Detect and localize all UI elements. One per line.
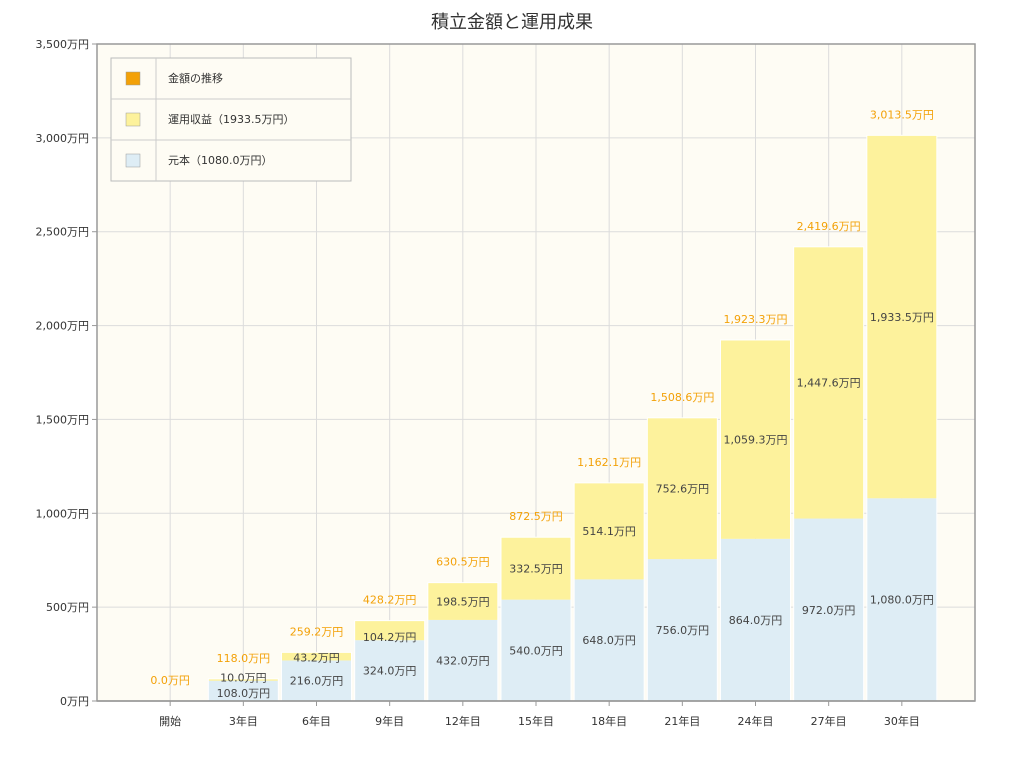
bar-gain [793, 246, 864, 519]
bar-label-total: 428.2万円 [363, 594, 417, 607]
bar-principal [720, 538, 791, 701]
bar-label-principal: 216.0万円 [290, 675, 344, 688]
y-tick-label: 2,500万円 [36, 226, 90, 239]
x-tick-label: 12年目 [445, 714, 481, 728]
y-tick-label: 500万円 [46, 601, 89, 614]
bar-label-total: 3,013.5万円 [870, 108, 934, 121]
bar-principal [354, 640, 425, 701]
bar-label-total: 259.2万円 [290, 625, 344, 638]
x-tick-label: 21年目 [664, 714, 700, 728]
bar-principal [208, 680, 279, 701]
legend-label-principal: 元本（1080.0万円） [168, 153, 273, 167]
x-tick-label: 6年目 [302, 714, 331, 728]
legend-box [110, 57, 352, 182]
bar-label-total: 1,923.3万円 [724, 313, 788, 326]
x-tick-label: 開始 [159, 714, 181, 728]
bar-label-gain: 43.2万円 [293, 651, 340, 664]
bar-gain [281, 652, 352, 661]
bar-gain [574, 482, 645, 580]
segment-labels: 108.0万円 10.0万円 216.0万円 43.2万円 324.0万円 104.2万円… [217, 311, 934, 700]
bar-label-principal: 1,080.0万円 [870, 594, 934, 607]
legend-swatch-total [125, 71, 141, 86]
bar-principal [647, 559, 718, 701]
bar-gain [354, 620, 425, 641]
bar-label-total: 0.0万円 [150, 674, 190, 687]
bar-gain [720, 339, 791, 539]
bar-label-total: 630.5万円 [436, 556, 490, 569]
legend-label-gain: 運用収益（1933.5万円） [168, 112, 295, 126]
legend-label-total: 金額の推移 [168, 71, 223, 85]
y-axis: 0万円 500万円 1,000万円 1,500万円 2,000万円 2,500万円 3,00… [36, 38, 97, 708]
bar-gain [501, 537, 571, 600]
y-tick-label: 3,000万円 [36, 132, 90, 145]
bar-label-principal: 540.0万円 [509, 644, 563, 657]
bar-label-gain: 1,933.5万円 [870, 311, 934, 324]
bar-gain [866, 135, 937, 499]
y-tick-label: 0万円 [60, 695, 89, 708]
y-tick-label: 3,500万円 [36, 38, 90, 51]
bar-gain [647, 417, 718, 560]
y-tick-label: 1,000万円 [36, 507, 90, 520]
bar-label-gain: 514.1万円 [582, 525, 636, 538]
bar-label-principal: 324.0万円 [363, 665, 417, 678]
bar-label-total: 118.0万円 [217, 652, 271, 665]
y-tick-label: 1,500万円 [36, 413, 90, 426]
bar-label-principal: 756.0万円 [656, 624, 710, 637]
plot-border [96, 43, 976, 702]
legend: 金額の推移 運用収益（1933.5万円） 元本（1080.0万円） [110, 57, 352, 182]
x-tick-label: 30年目 [884, 714, 920, 728]
bar-label-total: 1,508.6万円 [650, 391, 714, 404]
x-tick-label: 24年目 [738, 714, 774, 728]
bar-label-principal: 864.0万円 [729, 614, 783, 627]
bar-label-gain: 198.5万円 [436, 595, 490, 608]
bar-label-gain: 10.0万円 [220, 672, 267, 685]
bar-label-total: 1,162.1万円 [577, 456, 641, 469]
bar-label-total: 872.5万円 [509, 510, 563, 523]
x-tick-label: 9年目 [375, 714, 404, 728]
x-tick-label: 27年目 [811, 714, 847, 728]
bar-gain [208, 678, 279, 681]
bar-label-gain: 1,059.3万円 [724, 433, 788, 446]
bar-principal [574, 579, 645, 701]
bar-label-gain: 104.2万円 [363, 631, 417, 644]
x-tick-label: 18年目 [591, 714, 627, 728]
bar-gain [427, 582, 498, 620]
legend-swatch-gain [125, 112, 141, 127]
x-tick-label: 3年目 [229, 714, 258, 728]
bar-principal [427, 619, 498, 701]
bar-principal [793, 518, 864, 701]
chart-title: 積立金額と運用成果 [431, 12, 593, 33]
bar-label-gain: 752.6万円 [656, 482, 710, 495]
bar-label-gain: 332.5万円 [509, 562, 563, 575]
x-axis: 開始 3年目 6年目 9年目 12年目 15年目 18年目 21年目 24年目 27年目 30年目 [97, 700, 975, 728]
total-labels: 0.0万円 118.0万円 259.2万円 428.2万円 630.5万円 872.5万円… [150, 108, 933, 687]
bar-label-total: 2,419.6万円 [797, 220, 861, 233]
bar-principal [281, 660, 352, 701]
bar-label-principal: 648.0万円 [582, 634, 636, 647]
bar-label-principal: 108.0万円 [217, 687, 271, 700]
bar-label-principal: 972.0万円 [802, 604, 856, 617]
bar-principal [501, 599, 571, 701]
bars [207, 134, 938, 702]
bar-label-gain: 1,447.6万円 [797, 377, 861, 390]
bar-label-principal: 432.0万円 [436, 654, 490, 667]
y-tick-label: 2,000万円 [36, 320, 90, 333]
bar-principal [866, 498, 937, 701]
legend-swatch-principal [125, 153, 141, 168]
x-tick-label: 15年目 [518, 714, 554, 728]
